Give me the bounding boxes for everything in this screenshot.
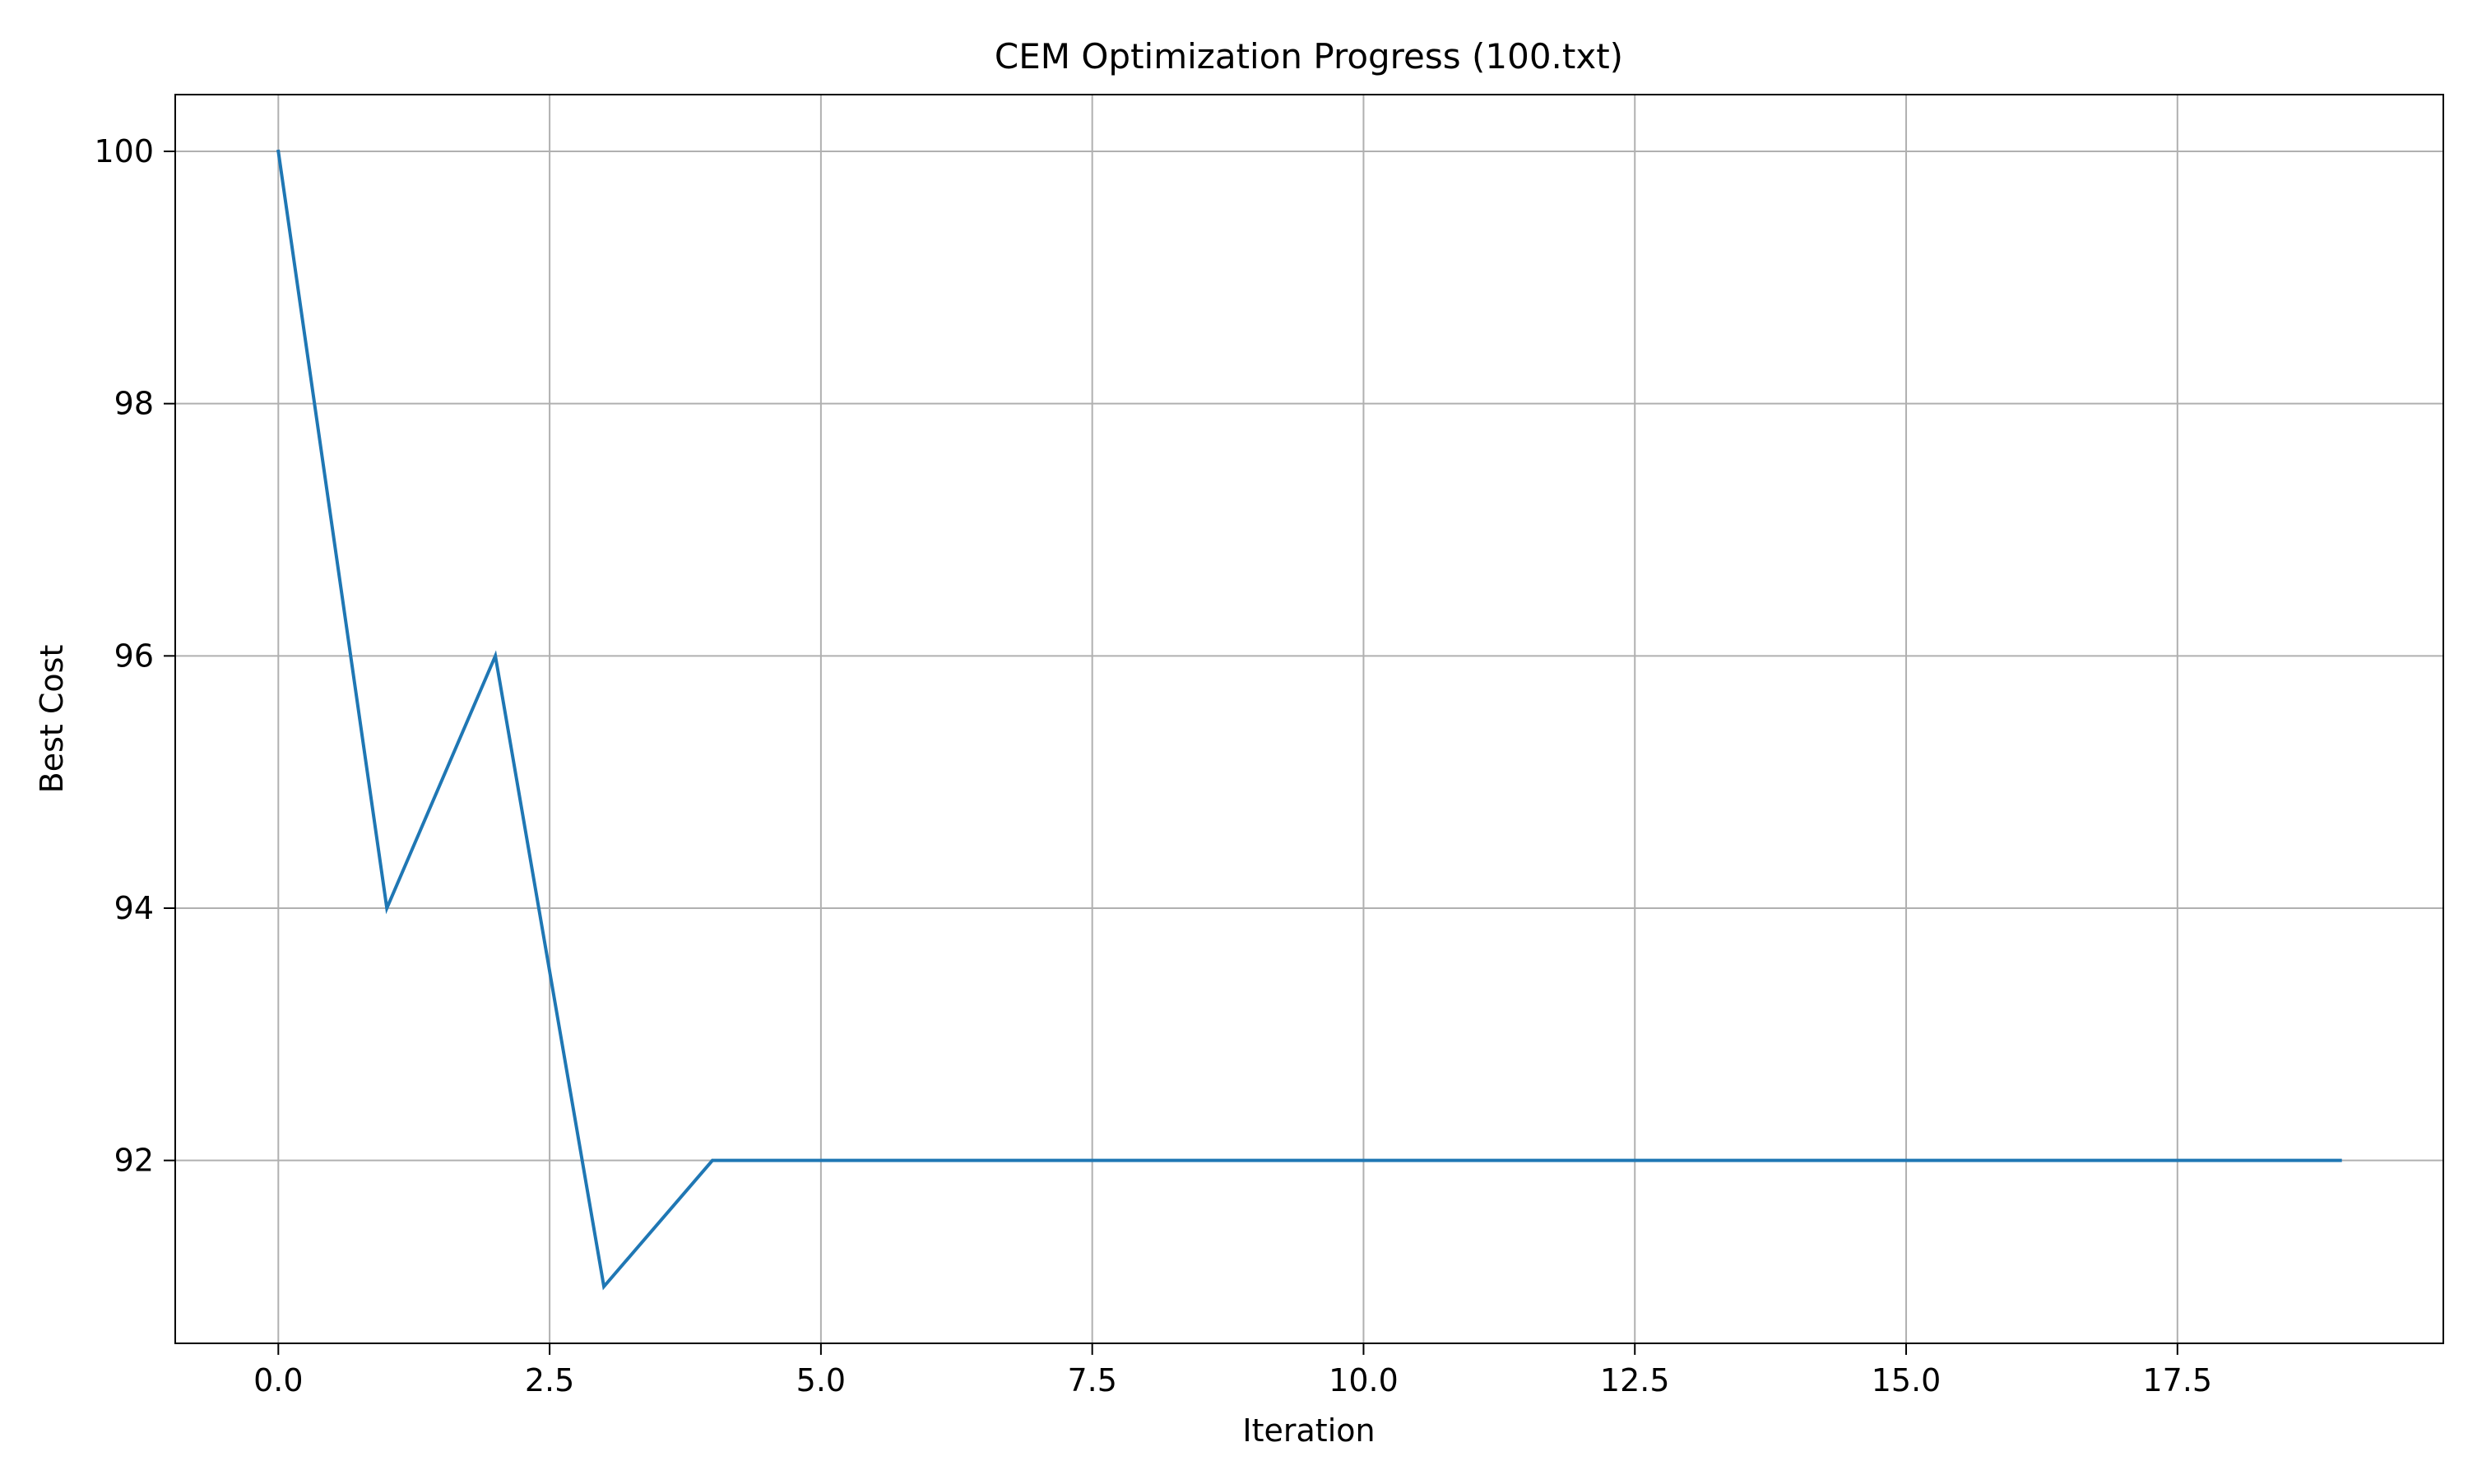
plot-frame [175, 95, 2443, 1343]
y-axis-label: Best Cost [34, 645, 70, 794]
x-tick-label: 10.0 [1329, 1362, 1399, 1398]
x-tick-label: 5.0 [796, 1362, 846, 1398]
x-tick-label: 0.0 [253, 1362, 303, 1398]
x-tick-label: 7.5 [1067, 1362, 1116, 1398]
tick-layer: 0.0 2.5 5.0 7.5 10.0 12.5 15.0 17.5 92 94 96 98 100 [94, 133, 2212, 1398]
x-axis-label: Iteration [1242, 1412, 1375, 1449]
x-tick-label: 12.5 [1600, 1362, 1670, 1398]
grid-layer [175, 95, 2443, 1343]
x-tick-label: 17.5 [2143, 1362, 2213, 1398]
chart-title: CEM Optimization Progress (100.txt) [995, 36, 1623, 77]
series-layer [278, 151, 2340, 1287]
x-tick-label: 15.0 [1872, 1362, 1941, 1398]
x-tick-label: 2.5 [525, 1362, 574, 1398]
y-tick-label: 92 [114, 1143, 154, 1179]
series-line [278, 151, 2340, 1287]
y-tick-label: 100 [94, 133, 154, 169]
y-tick-label: 94 [114, 890, 154, 926]
y-tick-label: 98 [114, 386, 154, 422]
y-tick-label: 96 [114, 638, 154, 674]
